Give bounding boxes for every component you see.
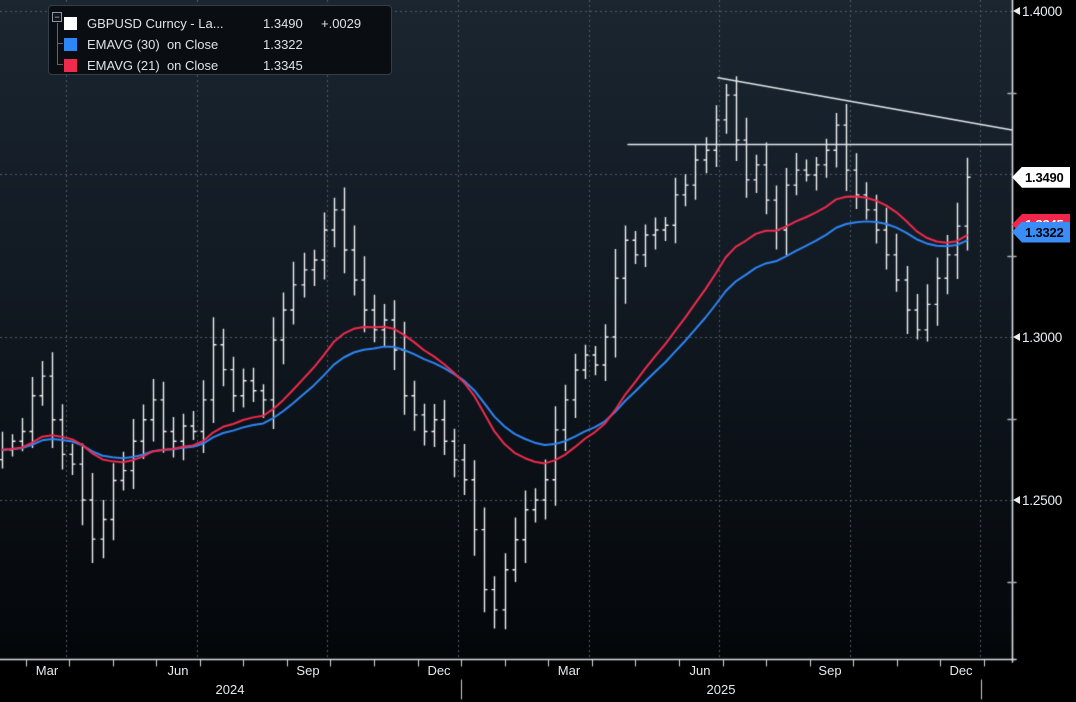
axis-arrow-icon [1013,7,1020,15]
y-axis-price-text: 1.3000 [1022,329,1063,345]
legend-series-change: +.0029 [321,15,362,31]
legend-tree-stub [57,43,63,44]
series-swatch-price [64,16,77,30]
legend-series-label: GBPUSD Curncy - La... [87,15,224,31]
x-axis-month-label: Dec [427,663,451,678]
y-axis-tick-label: 1.2500 [1013,492,1062,508]
y-axis-tick-label: 1.3000 [1013,329,1062,345]
series-swatch-ema30 [64,37,77,51]
x-axis-month-label: Jun [167,663,189,678]
ema30-price-tag: 1.3322 [1012,221,1070,243]
axis-arrow-icon [1013,333,1020,341]
x-axis-year-label: 2025 [706,682,736,697]
legend-item-gbpusd[interactable]: GBPUSD Curncy - La... 1.3490 +.0029 [49,13,391,33]
x-axis-month-label: Mar [557,663,581,678]
legend-tree-stub [57,64,63,65]
x-axis-month-label: Mar [35,663,59,678]
axis-arrow-icon [1013,496,1020,504]
legend-series-value: 1.3322 [263,36,303,52]
x-axis-month-label: Sep [818,663,842,678]
last-price-tag: 1.3490 [1012,166,1070,188]
series-swatch-ema21 [64,58,77,72]
legend-collapse-toggle[interactable]: − [52,12,62,22]
legend-series-label: EMAVG (21) on Close [87,57,219,73]
y-axis-price-text: 1.4000 [1022,3,1063,19]
legend-item-emavg21[interactable]: EMAVG (21) on Close 1.3345 [49,55,391,75]
x-axis-year-label: 2024 [215,682,245,697]
y-axis-price-text: 1.2500 [1022,492,1063,508]
x-axis-month-label: Sep [296,663,320,678]
x-axis-month-label: Dec [949,663,973,678]
y-axis-tick-label: 1.4000 [1013,3,1062,19]
legend-panel: − GBPUSD Curncy - La... 1.3490 +.0029 EM… [48,5,392,75]
legend-series-label: EMAVG (30) on Close [87,36,219,52]
legend-item-emavg30[interactable]: EMAVG (30) on Close 1.3322 [49,34,391,54]
x-axis-month-label: Jun [689,663,711,678]
legend-series-value: 1.3490 [263,15,303,31]
legend-series-value: 1.3345 [263,57,303,73]
